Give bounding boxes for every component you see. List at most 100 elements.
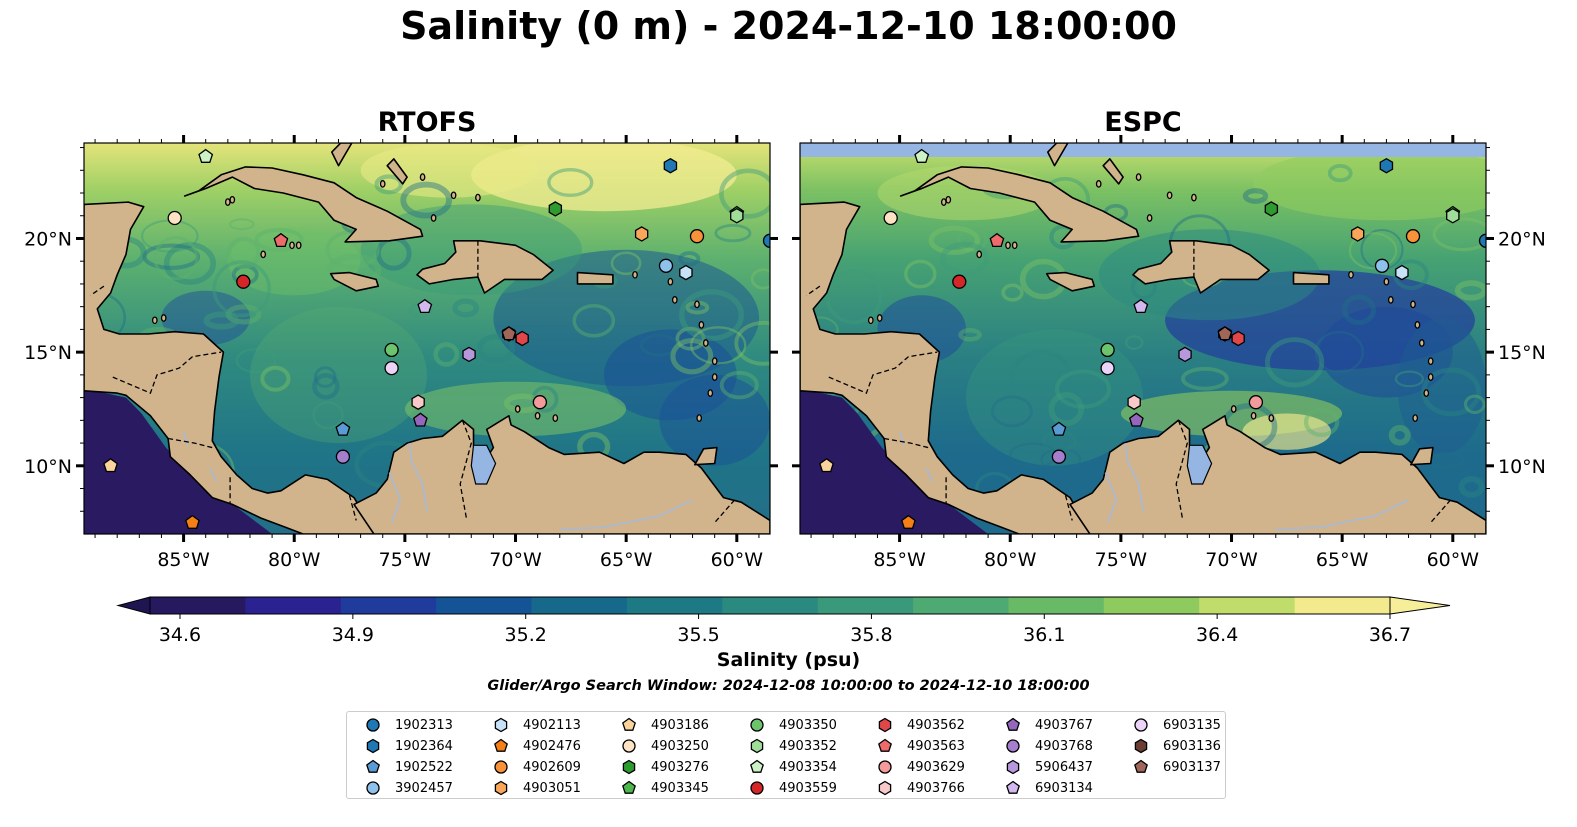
legend-item-4903250: 4903250 [619, 736, 709, 756]
float-marker-4902476 [901, 514, 916, 529]
legend-marker-pentagon-icon [878, 738, 892, 752]
legend-item-4903345: 4903345 [619, 778, 709, 798]
legend-marker-circle-icon [622, 739, 636, 753]
legend-label: 4903629 [907, 759, 965, 775]
float-marker-5906437 [1178, 346, 1192, 363]
lat-tick-label: 10°N [1498, 456, 1546, 478]
colorbar: 34.6 34.9 35.2 35.5 35.8 36.1 36.4 36.7 [116, 596, 1451, 646]
colorbar-segment [1008, 597, 1105, 614]
legend-label: 4903354 [779, 759, 837, 775]
lat-tick-label: 10°N [24, 456, 72, 478]
lat-tick-label: 20°N [24, 228, 72, 250]
legend-item-4903559: 4903559 [747, 778, 837, 798]
legend-marker-hexagon-icon [622, 759, 636, 775]
legend-item-6903137: 6903137 [1131, 757, 1221, 777]
legend-marker [622, 759, 636, 775]
float-marker-6903135 [384, 360, 399, 376]
float-marker-4903352 [1446, 207, 1460, 224]
float-marker-4903354 [914, 148, 930, 163]
float-marker-1902313 [762, 233, 770, 248]
float-marker-4903276 [548, 201, 563, 217]
float-marker-4903767 [412, 412, 428, 427]
legend-label: 4903562 [907, 717, 965, 733]
float-marker-4903350 [1100, 342, 1115, 358]
legend-marker [750, 781, 764, 795]
legend-marker-hexagon-icon [494, 780, 508, 796]
legend-marker [622, 739, 636, 753]
map-panel-rtofs: 85°W 80°W 75°W 70°W 65°W 60°W 20°N 15°N 10°N [24, 135, 778, 571]
lon-tick-label: 85°W [157, 549, 210, 571]
lon-tick-label: 80°W [984, 549, 1037, 571]
land-puertorico [1292, 271, 1330, 285]
legend-label: 4903766 [907, 780, 965, 796]
legend-item-6903134: 6903134 [1003, 778, 1093, 798]
lon-tick-label: 70°W [489, 549, 542, 571]
legend-marker [1134, 759, 1148, 773]
float-marker-6903137 [1217, 326, 1233, 341]
legend-label: 4903051 [523, 780, 581, 796]
legend-label: 1902313 [395, 717, 453, 733]
map-panel-espc: 85°W 80°W 75°W 70°W 65°W 60°W 20°N 15°N 10°N [792, 135, 1546, 571]
country-border [806, 285, 821, 296]
land-central [84, 201, 375, 534]
legend-marker-circle-icon [750, 718, 764, 732]
legend-label: 5906437 [1035, 759, 1093, 775]
legend-marker-hexagon-icon [494, 717, 508, 733]
legend-marker [494, 780, 508, 796]
legend-item-4903354: 4903354 [747, 757, 837, 777]
lat-tick-label: 15°N [24, 342, 72, 364]
lake-maracaibo [470, 444, 497, 485]
float-marker-4903562 [1231, 330, 1245, 347]
float-marker-4902609 [1405, 229, 1421, 244]
float-marker-4903629 [1248, 395, 1264, 410]
colorbar-segment [340, 597, 437, 614]
legend-item-6903135: 6903135 [1131, 715, 1221, 735]
legend-item-6903136: 6903136 [1131, 736, 1221, 756]
legend-marker [622, 717, 636, 731]
lon-tick-label: 75°W [379, 549, 432, 571]
float-marker-4903768 [1051, 449, 1067, 464]
legend-label: 4903768 [1035, 738, 1093, 754]
land-central [800, 201, 1091, 534]
float-marker-4903559 [236, 274, 251, 289]
float-marker-6903134 [417, 298, 433, 314]
float-marker-4903051 [634, 226, 649, 242]
country-border [828, 351, 938, 394]
legend-item-4903629: 4903629 [875, 757, 965, 777]
legend-marker [1134, 718, 1148, 732]
legend-marker-pentagon-icon [622, 717, 636, 731]
legend-marker-hexagon-icon [878, 717, 892, 733]
land-south [1069, 414, 1486, 534]
legend-marker-circle-icon [878, 760, 892, 774]
legend-marker-circle-icon [1006, 739, 1020, 753]
legend-label: 4903345 [651, 780, 709, 796]
legend-marker [878, 738, 892, 752]
float-marker-4903559 [952, 274, 967, 289]
colorbar-segment [1103, 597, 1200, 614]
float-marker-5906437 [462, 346, 476, 363]
float-marker-3902457 [658, 258, 674, 273]
float-marker-6903137 [501, 326, 517, 341]
colorbar-extend-low [116, 596, 151, 615]
legend-label: 6903135 [1163, 717, 1221, 733]
legend-marker [494, 760, 508, 774]
land-bahamas_a [330, 143, 353, 167]
legend-marker [366, 718, 380, 732]
float-marker-4902113 [679, 264, 693, 281]
legend-marker-pentagon-icon [750, 759, 764, 773]
colorbar-tick-label: 35.5 [677, 624, 719, 646]
legend-marker [750, 759, 764, 773]
legend-marker [494, 738, 508, 752]
float-marker-6903135 [1100, 360, 1115, 376]
lat-tick-label: 15°N [1498, 342, 1546, 364]
float-marker-4903768 [335, 449, 351, 464]
panel-title-espc: ESPC [1104, 107, 1182, 138]
land-cuba [899, 166, 1140, 243]
panel-title-rtofs: RTOFS [377, 107, 477, 138]
legend-marker [366, 738, 380, 754]
float-marker-3902457 [1374, 258, 1390, 273]
legend-item-4903352: 4903352 [747, 736, 837, 756]
colorbar-segment [531, 597, 628, 614]
legend-label: 4903563 [907, 738, 965, 754]
